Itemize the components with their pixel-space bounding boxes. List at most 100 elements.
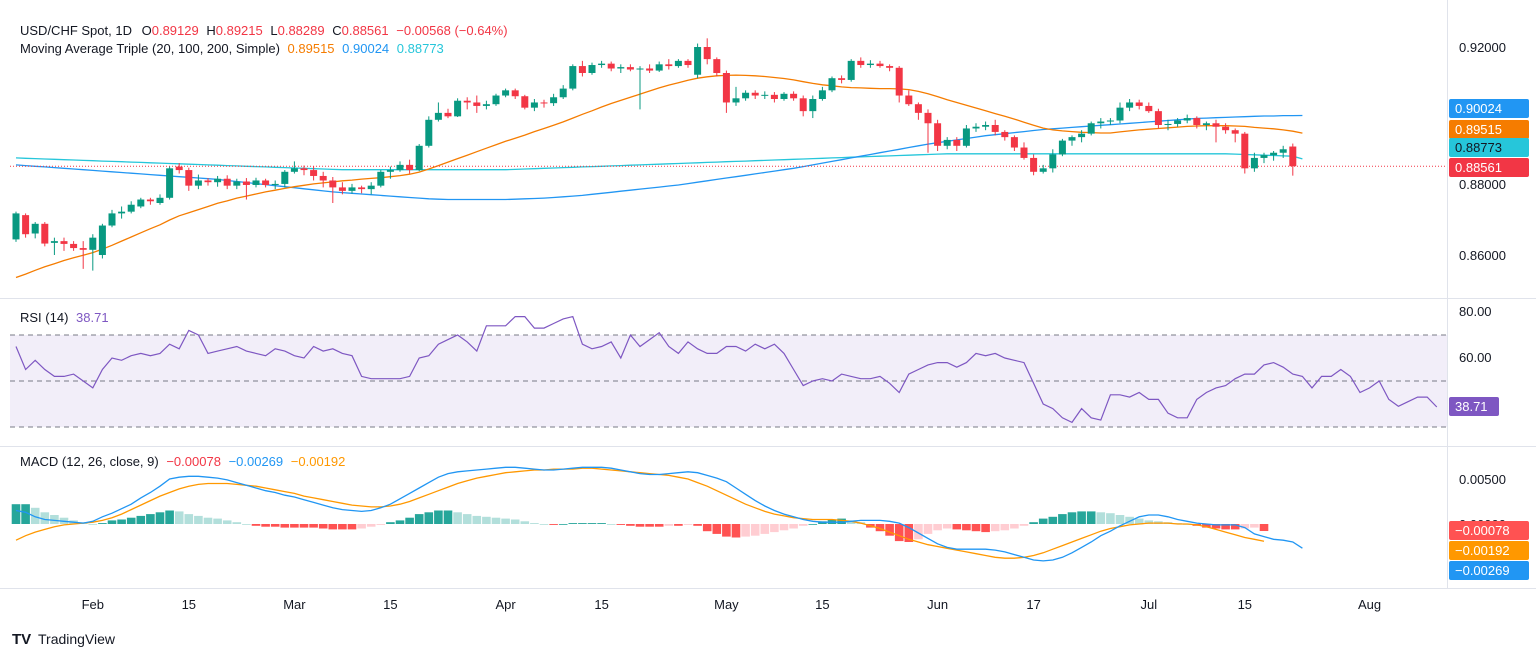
axis-layer: Feb 15 Mar 15 Apr 15 May 15 Jun 17 Jul 15 Aug (82, 597, 1382, 612)
rsi-levels (10, 334, 1447, 428)
candle (511, 88, 519, 99)
candle-body (185, 170, 193, 186)
candle-body (1222, 126, 1230, 131)
candle-body (1020, 147, 1028, 158)
rsi-legend: RSI (14) 38.71 (20, 310, 109, 325)
candle (924, 109, 932, 153)
candle (665, 59, 673, 70)
macd-histogram-bar (501, 518, 510, 524)
candle (742, 90, 750, 101)
candle-body (310, 170, 318, 176)
macd-histogram-bar (165, 510, 174, 524)
candle (1289, 143, 1297, 176)
candle-body (156, 197, 164, 203)
macd-histogram-bar (395, 520, 405, 524)
candle-body (1058, 140, 1066, 155)
candle (953, 137, 961, 151)
candle-body (98, 225, 106, 255)
macd-histogram-bar (971, 524, 981, 532)
macd-histogram-bar (510, 519, 520, 524)
svg-text:−0.00192: −0.00192 (1455, 543, 1510, 558)
candle (310, 166, 318, 181)
candle (482, 100, 490, 110)
macd-histogram-bar (693, 524, 702, 526)
macd-histogram-bar (1058, 514, 1067, 524)
candle (991, 119, 999, 136)
candle-body (713, 59, 721, 73)
candle (1020, 142, 1028, 160)
candle-body (1193, 118, 1201, 125)
candle-body (655, 64, 663, 71)
candle (415, 144, 423, 172)
rsi-axis[interactable]: 80.00 60.00 (1459, 304, 1492, 365)
macd-histogram-bar (290, 524, 299, 528)
low-label: L (270, 23, 277, 38)
candle (262, 178, 270, 188)
candle (914, 102, 922, 120)
candle (127, 201, 135, 214)
macd-histogram-bar (1048, 516, 1058, 524)
candle-body (1231, 130, 1239, 134)
x-axis-tick: Apr (495, 597, 516, 612)
candle-body (578, 66, 586, 73)
candle (434, 102, 442, 122)
candle (1145, 102, 1153, 113)
macd-histogram-bar (1134, 518, 1144, 524)
svg-text:0.88773: 0.88773 (1455, 140, 1502, 155)
candle (876, 60, 884, 68)
candle-body (271, 183, 279, 185)
candle (108, 209, 116, 228)
candle (1241, 131, 1249, 174)
macd-histogram-bar (904, 524, 914, 542)
macd-histogram-bar (683, 524, 693, 525)
candle-body (1270, 152, 1278, 156)
x-axis-tick: Aug (1358, 597, 1381, 612)
candle-body (454, 100, 462, 117)
candle (386, 166, 394, 179)
candle-body (60, 241, 68, 244)
candle (905, 90, 913, 106)
candle (751, 90, 759, 99)
macd-histogram-bar (1000, 524, 1010, 531)
candle-body (818, 90, 826, 99)
candle-body (214, 178, 222, 183)
candle-body (828, 78, 836, 91)
macd-histogram-bar (50, 515, 59, 524)
candle-body (703, 47, 711, 60)
candle (166, 166, 174, 200)
price-tick: 0.86000 (1459, 248, 1506, 263)
candle (1212, 119, 1220, 143)
candle-body (415, 145, 423, 171)
macd-histogram-bar (1115, 515, 1125, 524)
candle (818, 86, 826, 101)
candle-body (50, 241, 58, 243)
macd-histogram-bar (731, 524, 741, 538)
candle (943, 137, 951, 150)
candle (982, 121, 990, 131)
candle-body (646, 68, 654, 71)
macd-histogram-bar (386, 522, 395, 524)
candle (146, 197, 154, 205)
macd-histogram-bar (126, 517, 136, 524)
price-badge-last: 0.88561 (1449, 158, 1529, 177)
candle (358, 185, 366, 194)
candle (137, 197, 145, 209)
macd-histogram-bar (539, 524, 549, 525)
candle (492, 93, 500, 106)
candle (790, 91, 798, 101)
candle (31, 222, 39, 239)
candle (780, 92, 788, 101)
macd-histogram-bar (741, 524, 750, 537)
macd-histogram-bar (270, 524, 280, 527)
candle-body (1126, 102, 1134, 108)
ma20-value: 0.89515 (288, 41, 335, 56)
high-value: 0.89215 (216, 23, 263, 38)
low-value: 0.88289 (278, 23, 325, 38)
candle (607, 61, 615, 72)
macd-histogram-bar (597, 523, 606, 524)
price-axis[interactable]: 0.92000 0.88000 0.86000 (1459, 40, 1506, 263)
candle-body (242, 181, 250, 185)
candle-body (1068, 137, 1076, 141)
tradingview-logo[interactable]: TV TradingView (12, 631, 116, 648)
